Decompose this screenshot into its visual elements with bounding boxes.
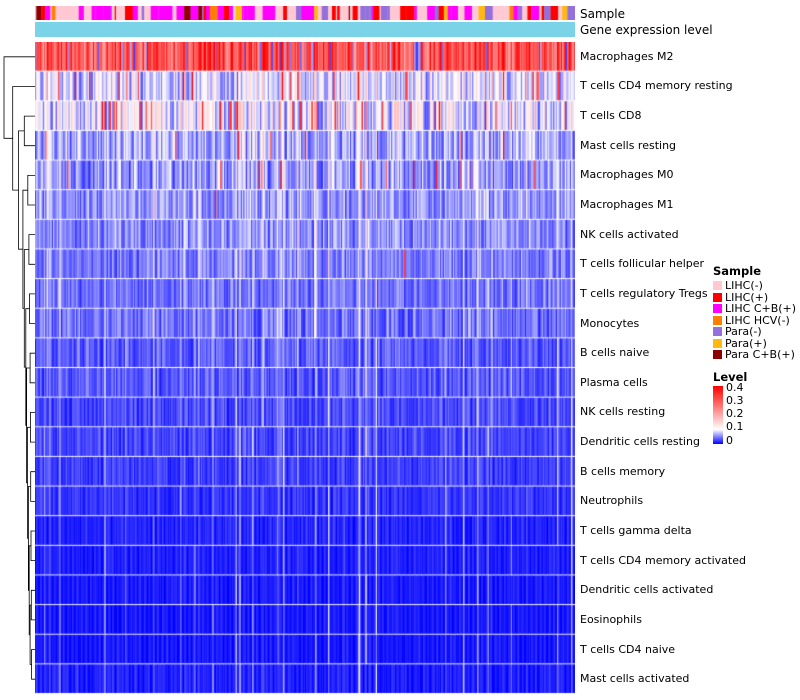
row-label: Plasma cells [580, 375, 648, 389]
legend-swatch [713, 327, 722, 337]
row-label: T cells gamma delta [580, 524, 692, 537]
level-tick: 0.1 [726, 420, 744, 434]
row-label: Dendritic cells activated [580, 583, 714, 597]
gene-expression-annotation-label: Gene expression level [580, 23, 713, 37]
legend-swatch [713, 292, 722, 302]
heatmap-canvas [35, 42, 575, 694]
row-label: T cells CD4 memory resting [580, 79, 733, 93]
legend-entry: Para C+B(+) [713, 348, 799, 362]
legend-entry: LIHC C+B(+) [713, 302, 799, 316]
level-tick: 0.4 [726, 380, 744, 394]
legend-swatch [713, 338, 722, 348]
sample-legend-title: Sample [713, 264, 761, 278]
legend-entry-label: LIHC C+B(+) [725, 302, 797, 316]
legend-entry: LIHC(+) [713, 290, 799, 304]
legend-entry: Para(+) [713, 336, 799, 350]
row-label: Mast cells resting [580, 138, 677, 152]
sample-annotation-bar [35, 6, 575, 20]
legend-entry-label: Para(-) [725, 325, 762, 339]
legend-entry: Para(-) [713, 325, 799, 339]
row-label: Macrophages M2 [580, 49, 674, 63]
row-label: B cells naive [580, 346, 650, 360]
row-label: T cells CD4 memory activated [580, 553, 746, 567]
row-label: Neutrophils [580, 494, 644, 508]
sample-legend-entries: LIHC(-) LIHC(+) LIHC C+B(+) LIHC HCV(-) Para… [713, 279, 799, 362]
legend-entry-label: LIHC(-) [725, 279, 763, 293]
level-ticks: 0.4 0.3 0.2 0.1 0 [726, 382, 744, 446]
row-label: T cells CD8 [580, 109, 642, 123]
row-label: Monocytes [580, 316, 640, 330]
legend-entry: LIHC(-) [713, 279, 799, 293]
row-label: T cells CD4 naive [580, 642, 676, 656]
sample-annotation-label: Sample [580, 7, 625, 21]
legend-swatch [713, 350, 722, 360]
legend: Sample LIHC(-) LIHC(+) LIHC C+B(+) LIHC HCV… [713, 264, 799, 446]
level-legend-title: Level [713, 369, 748, 384]
legend-swatch [713, 304, 722, 314]
row-label: T cells follicular helper [580, 257, 705, 271]
level-tick: 0.2 [726, 407, 744, 420]
row-label: T cells regulatory Tregs [580, 286, 708, 300]
legend-entry-label: Para(+) [725, 336, 767, 350]
row-label: Mast cells activated [580, 672, 690, 686]
level-tick: 0 [726, 433, 733, 447]
legend-swatch [713, 315, 722, 325]
row-label: Macrophages M0 [580, 168, 674, 182]
legend-entry: LIHC HCV(-) [713, 313, 799, 327]
legend-entry-label: Para C+B(+) [725, 348, 795, 362]
row-label: B cells memory [580, 464, 666, 478]
level-gradient-bar [713, 385, 723, 444]
row-label: NK cells activated [580, 227, 679, 241]
row-label: NK cells resting [580, 405, 666, 419]
legend-swatch [713, 281, 722, 291]
row-dendrogram [3, 56, 35, 680]
row-label: Eosinophils [580, 612, 642, 626]
level-tick: 0.3 [726, 393, 744, 407]
row-label: Macrophages M1 [580, 198, 674, 211]
gene-expression-annotation-bar [35, 22, 575, 37]
row-label: Dendritic cells resting [580, 435, 700, 449]
level-legend: Level 0.4 0.3 0.2 0.1 0 [713, 370, 799, 446]
legend-entry-label: LIHC HCV(-) [725, 313, 790, 327]
legend-entry-label: LIHC(+) [725, 290, 769, 304]
